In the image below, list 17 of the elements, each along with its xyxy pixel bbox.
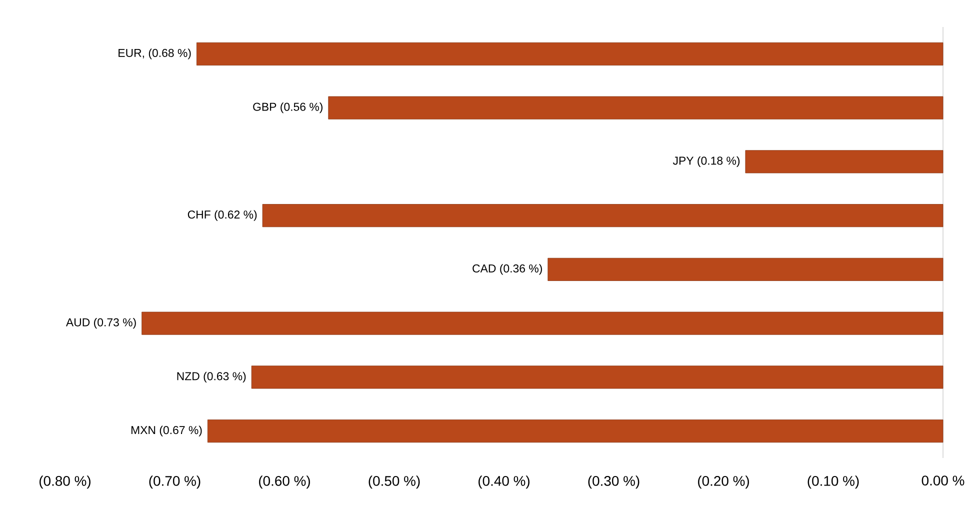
x-tick-label: (0.80 %)	[40, 476, 90, 489]
y-tick-label: EUR, (0.68 %)	[118, 48, 191, 60]
x-tick-label: (0.70 %)	[149, 476, 200, 489]
y-tick-label: CAD (0.36 %)	[472, 264, 542, 275]
x-tick-label: (0.20 %)	[698, 476, 749, 489]
x-tick-label: (0.50 %)	[368, 476, 420, 489]
y-tick-label: NZD (0.63 %)	[177, 372, 246, 383]
x-tick-label: (0.40 %)	[478, 476, 530, 489]
x-tick-label: (0.10 %)	[808, 476, 859, 489]
x-tick-label: (0.30 %)	[588, 476, 640, 489]
x-tick-label: 0.00 %	[922, 476, 964, 486]
y-tick-label: MXN (0.67 %)	[131, 426, 202, 436]
y-tick-label: GBP (0.56 %)	[253, 102, 322, 114]
y-tick-label: AUD (0.73 %)	[66, 318, 136, 329]
y-tick-label: CHF (0.62 %)	[188, 210, 257, 221]
x-tick-label: (0.60 %)	[259, 476, 310, 489]
y-tick-label: JPY (0.18 %)	[672, 156, 740, 168]
